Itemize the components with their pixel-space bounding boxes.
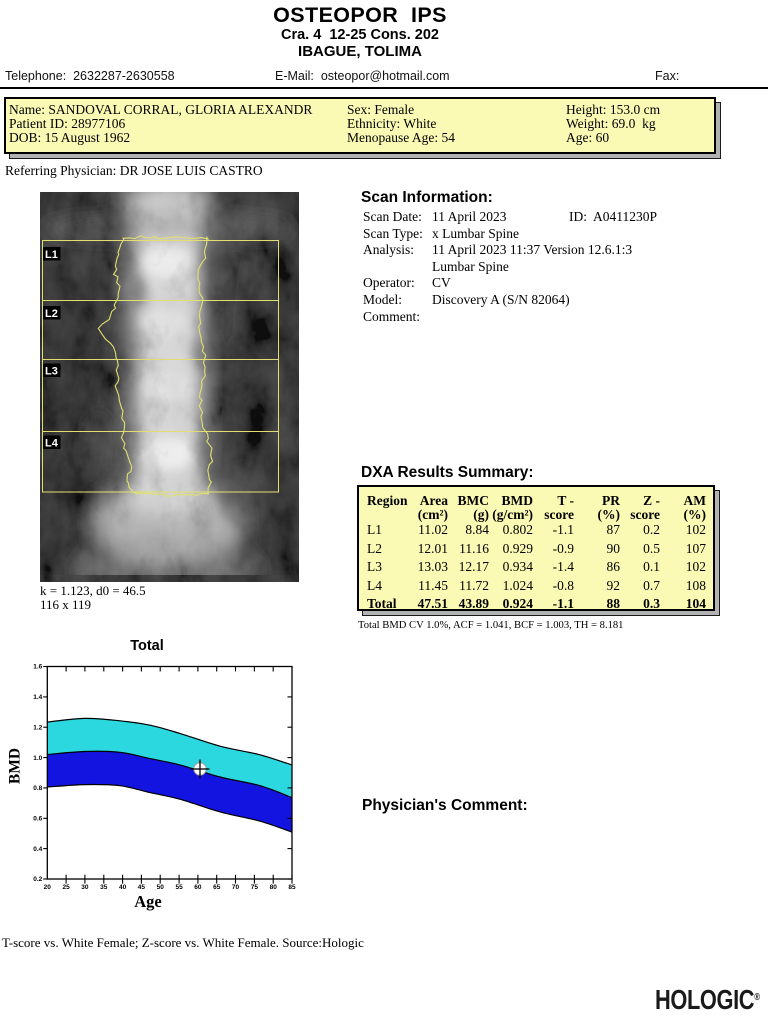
svg-text:L3: L3 [45,366,58,378]
svg-text:L4: L4 [45,438,59,450]
svg-text:L2: L2 [45,308,58,320]
svg-text:0.2: 0.2 [33,876,42,883]
svg-text:80: 80 [270,884,278,891]
svg-text:85: 85 [288,884,296,891]
svg-text:35: 35 [100,884,108,891]
svg-text:1.0: 1.0 [33,755,42,762]
svg-text:45: 45 [138,884,146,891]
svg-text:1.4: 1.4 [33,694,42,701]
svg-text:20: 20 [44,884,52,891]
svg-text:70: 70 [232,884,240,891]
svg-text:0.4: 0.4 [33,846,42,853]
svg-text:55: 55 [175,884,183,891]
svg-text:65: 65 [213,884,221,891]
svg-text:25: 25 [62,884,70,891]
svg-text:Age: Age [134,892,162,911]
svg-text:0.6: 0.6 [33,816,42,823]
svg-text:30: 30 [81,884,89,891]
svg-text:1.2: 1.2 [33,724,42,731]
svg-text:0.8: 0.8 [33,785,42,792]
svg-text:75: 75 [251,884,259,891]
svg-text:BMD: BMD [7,748,24,784]
svg-text:L1: L1 [45,249,58,261]
svg-text:1.6: 1.6 [33,664,42,671]
svg-text:40: 40 [119,884,127,891]
svg-text:50: 50 [157,884,165,891]
svg-text:60: 60 [194,884,202,891]
